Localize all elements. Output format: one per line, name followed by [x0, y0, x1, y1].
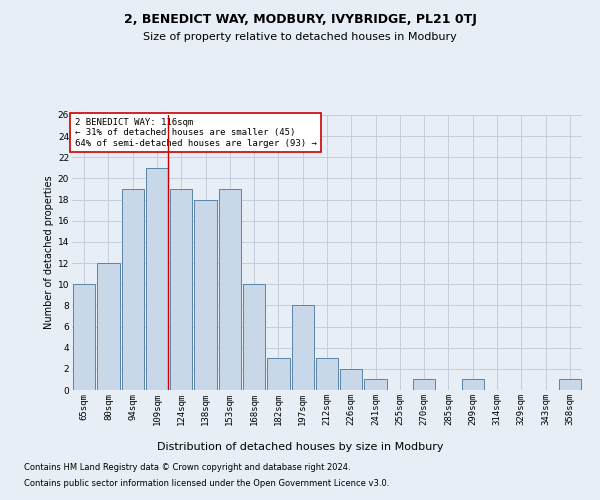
Bar	[218, 189, 241, 390]
Text: Distribution of detached houses by size in Modbury: Distribution of detached houses by size …	[157, 442, 443, 452]
Bar	[194, 200, 217, 390]
Bar	[97, 263, 119, 390]
Text: 2, BENEDICT WAY, MODBURY, IVYBRIDGE, PL21 0TJ: 2, BENEDICT WAY, MODBURY, IVYBRIDGE, PL2…	[124, 12, 476, 26]
Bar	[559, 380, 581, 390]
Text: 2 BENEDICT WAY: 116sqm
← 31% of detached houses are smaller (45)
64% of semi-det: 2 BENEDICT WAY: 116sqm ← 31% of detached…	[74, 118, 316, 148]
Text: Size of property relative to detached houses in Modbury: Size of property relative to detached ho…	[143, 32, 457, 42]
Bar	[243, 284, 265, 390]
Bar	[122, 189, 144, 390]
Y-axis label: Number of detached properties: Number of detached properties	[44, 176, 53, 330]
Bar	[364, 380, 387, 390]
Bar	[461, 380, 484, 390]
Bar	[316, 358, 338, 390]
Bar	[340, 369, 362, 390]
Bar	[146, 168, 168, 390]
Text: Contains HM Land Registry data © Crown copyright and database right 2024.: Contains HM Land Registry data © Crown c…	[24, 464, 350, 472]
Bar	[292, 306, 314, 390]
Bar	[73, 284, 95, 390]
Text: Contains public sector information licensed under the Open Government Licence v3: Contains public sector information licen…	[24, 478, 389, 488]
Bar	[413, 380, 436, 390]
Bar	[267, 358, 290, 390]
Bar	[170, 189, 193, 390]
